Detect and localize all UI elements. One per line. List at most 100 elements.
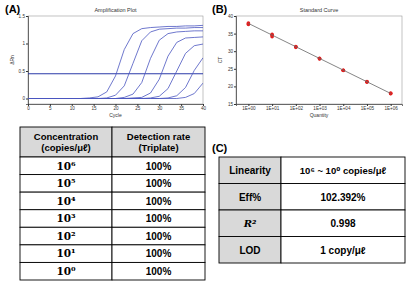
y-tick-mark	[234, 104, 236, 105]
x-tick-label: 15	[92, 106, 98, 111]
plot-area	[247, 21, 393, 95]
table-cell	[219, 237, 281, 264]
x-tick-label: 0	[27, 106, 30, 111]
y-tick-label: 1	[22, 41, 25, 46]
x-tick-label: 20	[113, 106, 119, 111]
x-tick: 1E+06	[384, 104, 398, 111]
y-tick: 0.5	[19, 69, 28, 74]
y-tick-label: 20	[228, 84, 234, 89]
y-tick-mark	[26, 44, 28, 45]
y-tick-label: 15	[228, 102, 234, 107]
table-text: Linearity	[229, 165, 271, 176]
table-text: 10³	[56, 212, 76, 224]
y-axis-title: CT	[217, 57, 223, 64]
table-text: 10⁶	[56, 160, 76, 172]
x-axis-title: Quantity	[310, 112, 329, 118]
table-text: 100%	[146, 231, 172, 242]
table-text: 0.998	[330, 218, 355, 229]
table-cell	[112, 127, 205, 157]
x-tick-label: 10	[70, 106, 76, 111]
data-point	[389, 92, 393, 96]
y-tick: 30	[228, 49, 236, 54]
table-cell	[112, 210, 205, 228]
table-header: (Triplate)	[138, 142, 178, 153]
table-cell	[112, 245, 205, 263]
x-tick-label: 1E+04	[337, 106, 351, 111]
table-cell	[112, 227, 205, 245]
y-tick: 35	[228, 32, 236, 37]
table-text: 1 copy/μℓ	[320, 245, 366, 256]
figure: (A)(B)(C)051015202530354000.511.5Amplifi…	[0, 0, 411, 282]
table-cell	[20, 192, 112, 210]
table-text: 100%	[146, 248, 172, 259]
x-tick-label: 40	[201, 106, 207, 111]
y-tick-mark	[234, 16, 236, 17]
x-tick-label: 1E+02	[290, 106, 304, 111]
x-axis: 0 5 10 15 20 25 30 35 40	[27, 104, 206, 111]
table-cell	[281, 210, 405, 237]
series-line	[28, 31, 203, 99]
x-axis: 1E+00 1E+01 1E+02 1E+03 1E+04 1E+05 1E+06	[237, 104, 403, 111]
x-tick: 30	[157, 104, 163, 111]
table-text: R²	[243, 218, 257, 229]
table-cell	[112, 175, 205, 193]
series-line	[28, 25, 203, 98]
x-tick: 40	[201, 104, 207, 111]
x-tick: 1E+02	[290, 104, 304, 111]
table-text: 10¹	[56, 247, 75, 259]
table-cell	[281, 184, 405, 211]
table-cell	[281, 237, 405, 264]
x-tick-label: 35	[179, 106, 185, 111]
y-tick: 25	[228, 67, 236, 72]
x-tick-label: 1E+01	[266, 106, 280, 111]
y-tick: 20	[228, 84, 236, 89]
table-cell	[20, 227, 112, 245]
table-text: 10⁰	[56, 265, 76, 277]
x-tick: 25	[135, 104, 141, 111]
x-tick: 0	[27, 104, 30, 111]
plot-frame	[236, 16, 402, 104]
x-tick-label: 30	[157, 106, 163, 111]
x-tick-label: 25	[135, 106, 141, 111]
table-text: 10⁵	[56, 177, 76, 189]
y-tick-label: 0	[22, 96, 25, 101]
table-text: 100%	[146, 196, 172, 207]
y-tick-mark	[234, 34, 236, 35]
y-tick: 40	[228, 14, 236, 19]
y-tick-label: 0.5	[19, 69, 26, 74]
table-text: 100%	[146, 266, 172, 277]
x-tick: 1E+05	[361, 104, 375, 111]
x-tick: 20	[113, 104, 119, 111]
x-tick: 1E+04	[337, 104, 351, 111]
y-tick: 0	[22, 96, 28, 101]
x-tick: 5	[49, 104, 52, 111]
series-line	[28, 83, 203, 98]
panel-label: (C)	[212, 142, 228, 154]
x-axis-title: Cycle	[109, 112, 122, 118]
x-tick-label: 1E+00	[242, 106, 256, 111]
x-tick: 15	[92, 104, 98, 111]
table-text: 100%	[146, 178, 172, 189]
table-text: LOD	[239, 245, 260, 256]
series-line	[28, 58, 203, 99]
y-axis-title: ΔRn	[9, 55, 15, 65]
x-tick-label: 1E+03	[313, 106, 327, 111]
y-axis: 00.511.5	[19, 14, 29, 105]
table-text: 100%	[146, 161, 172, 172]
plot-area	[28, 25, 203, 98]
table-cell	[20, 262, 112, 280]
table-cell	[112, 192, 205, 210]
y-tick-mark	[26, 16, 28, 17]
x-tick: 1E+00	[242, 104, 256, 111]
table-text: 10²	[56, 230, 76, 242]
table-text: 102.392%	[320, 192, 365, 203]
table-cell	[219, 157, 281, 184]
table-cell	[20, 245, 112, 263]
table-header: Detection rate	[127, 131, 190, 142]
chart-title: Amplification Plot	[94, 7, 137, 13]
table-cell	[20, 157, 112, 175]
table-cell	[219, 184, 281, 211]
series-line	[28, 44, 203, 98]
y-tick: 1	[22, 41, 28, 46]
table-cell	[20, 175, 112, 193]
